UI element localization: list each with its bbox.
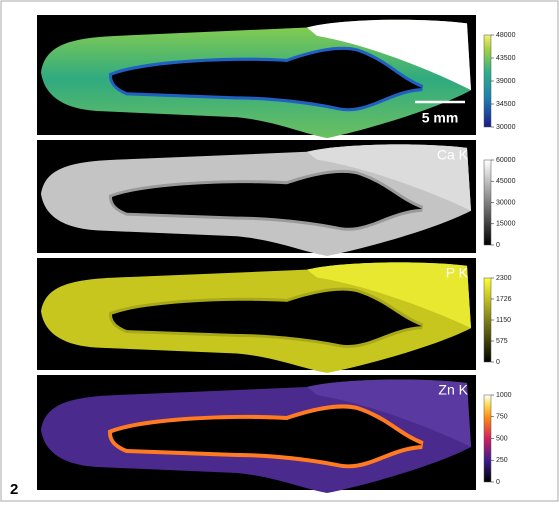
colorbar-tick-label: 15000 <box>496 221 516 228</box>
colorbar-tick-label: 45000 <box>496 178 516 185</box>
panel-label: P K <box>446 265 469 281</box>
colorbar-tick-label: 1000 <box>496 392 512 399</box>
scale-bar-label: 5 mm <box>422 110 459 126</box>
colorbar-tick-label: 500 <box>496 435 508 442</box>
colorbar <box>484 278 491 362</box>
colorbar <box>484 160 491 245</box>
colorbar-tick-label: 0 <box>496 242 500 249</box>
colorbar-tick-label: 575 <box>496 338 508 345</box>
panel-label: µCT slice <box>410 22 469 38</box>
colorbar-tick-label: 43500 <box>496 55 516 62</box>
panel-label: Zn K <box>438 382 468 398</box>
colorbar <box>484 35 491 127</box>
colorbar <box>484 395 491 482</box>
colorbar-tick-label: 30000 <box>496 124 516 131</box>
colorbar-tick-label: 30000 <box>496 199 516 206</box>
figure: 2 µCT slice 30000 34500 39000 43500 48000 Ca K… <box>0 0 559 502</box>
colorbar-tick-label: 0 <box>496 479 500 486</box>
colorbar-tick-label: 250 <box>496 457 508 464</box>
colorbar-tick-label: 39000 <box>496 78 516 85</box>
panel-label: Ca K <box>437 147 469 163</box>
colorbar-tick-label: 750 <box>496 414 508 421</box>
colorbar-tick-label: 60000 <box>496 157 516 164</box>
colorbar-tick-label: 34500 <box>496 101 516 108</box>
colorbar-tick-label: 1150 <box>496 317 511 324</box>
colorbar-tick-label: 1726 <box>496 296 512 303</box>
colorbar-tick-label: 48000 <box>496 32 516 39</box>
colorbar-tick-label: 0 <box>496 359 500 366</box>
figure-number: 2 <box>10 481 18 498</box>
colorbar-tick-label: 2300 <box>496 275 512 282</box>
